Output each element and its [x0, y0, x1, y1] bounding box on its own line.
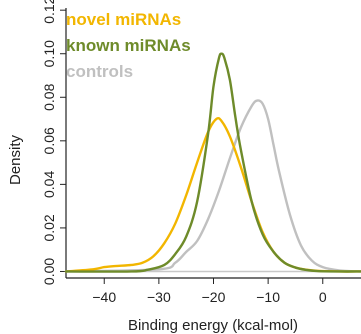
series-line-novel-mirnas	[64, 116, 361, 273]
y-tick-label: 0.00	[41, 258, 57, 285]
y-axis-title: Density	[7, 134, 24, 185]
x-axis-title: Binding energy (kcal-mol)	[128, 317, 298, 334]
y-tick-label: 0.06	[41, 127, 57, 154]
y-tick-label: 0.10	[41, 40, 57, 67]
x-tick-label: −30	[147, 289, 171, 305]
legend-item-novel-mirnas: novel miRNAs	[66, 10, 181, 29]
y-tick-label: 0.04	[41, 171, 57, 198]
x-tick-label: −40	[92, 289, 116, 305]
series-line-controls	[64, 99, 361, 273]
legend-item-known-mirnas: known miRNAs	[66, 36, 191, 55]
y-tick-label: 0.12	[41, 0, 57, 24]
density-curves	[64, 52, 361, 273]
x-tick-label: −10	[256, 289, 280, 305]
series-line-known-mirnas	[64, 52, 361, 273]
x-tick-label: −20	[202, 289, 226, 305]
y-tick-label: 0.02	[41, 214, 57, 241]
y-tick-label: 0.08	[41, 83, 57, 110]
legend-item-controls: controls	[66, 62, 133, 81]
legend: novel miRNAs known miRNAs controls	[66, 10, 191, 81]
x-tick-label: 0	[319, 289, 327, 305]
axes: −40 −30 −20 −10 0 0.00 0.02 0.04 0.06 0.08 0.10 0.1…	[41, 0, 361, 305]
